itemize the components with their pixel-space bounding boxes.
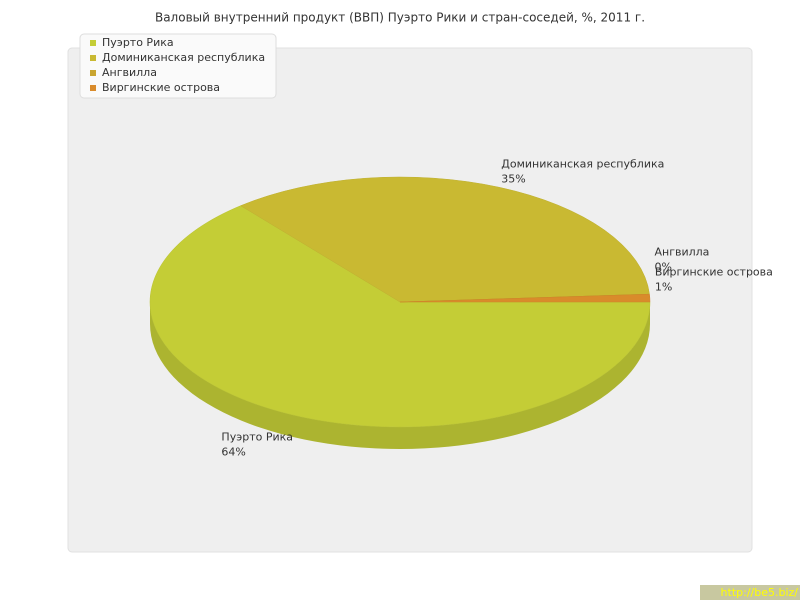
legend [79,33,277,99]
slice-value-label: 35% [501,172,525,185]
watermark-bg [700,585,800,600]
slice-label: Доминиканская республика [501,157,664,170]
slice-value-label: 0% [654,261,671,274]
legend-label: Ангвилла [102,66,157,79]
slice [399,293,651,303]
slice-side [150,302,650,449]
legend-label: Пуэрто Рика [102,36,174,49]
legend-swatch [90,85,96,91]
watermark: http://be5.biz/ [721,586,799,599]
slice-label: Ангвилла [654,246,709,259]
chart-title: Валовый внутренний продукт (ВВП) Пуэрто … [155,11,645,25]
slice-value-label: 1% [655,280,672,293]
slice [240,176,650,303]
legend-label: Виргинские острова [102,81,220,94]
legend-label: Доминиканская республика [102,51,265,64]
legend-swatch [90,55,96,61]
legend-swatch [90,40,96,46]
slice-label: Пуэрто Рика [221,431,293,444]
slice-value-label: 64% [221,446,245,459]
slice-label: Виргинские острова [655,265,773,278]
slice [149,205,651,428]
legend-swatch [90,70,96,76]
